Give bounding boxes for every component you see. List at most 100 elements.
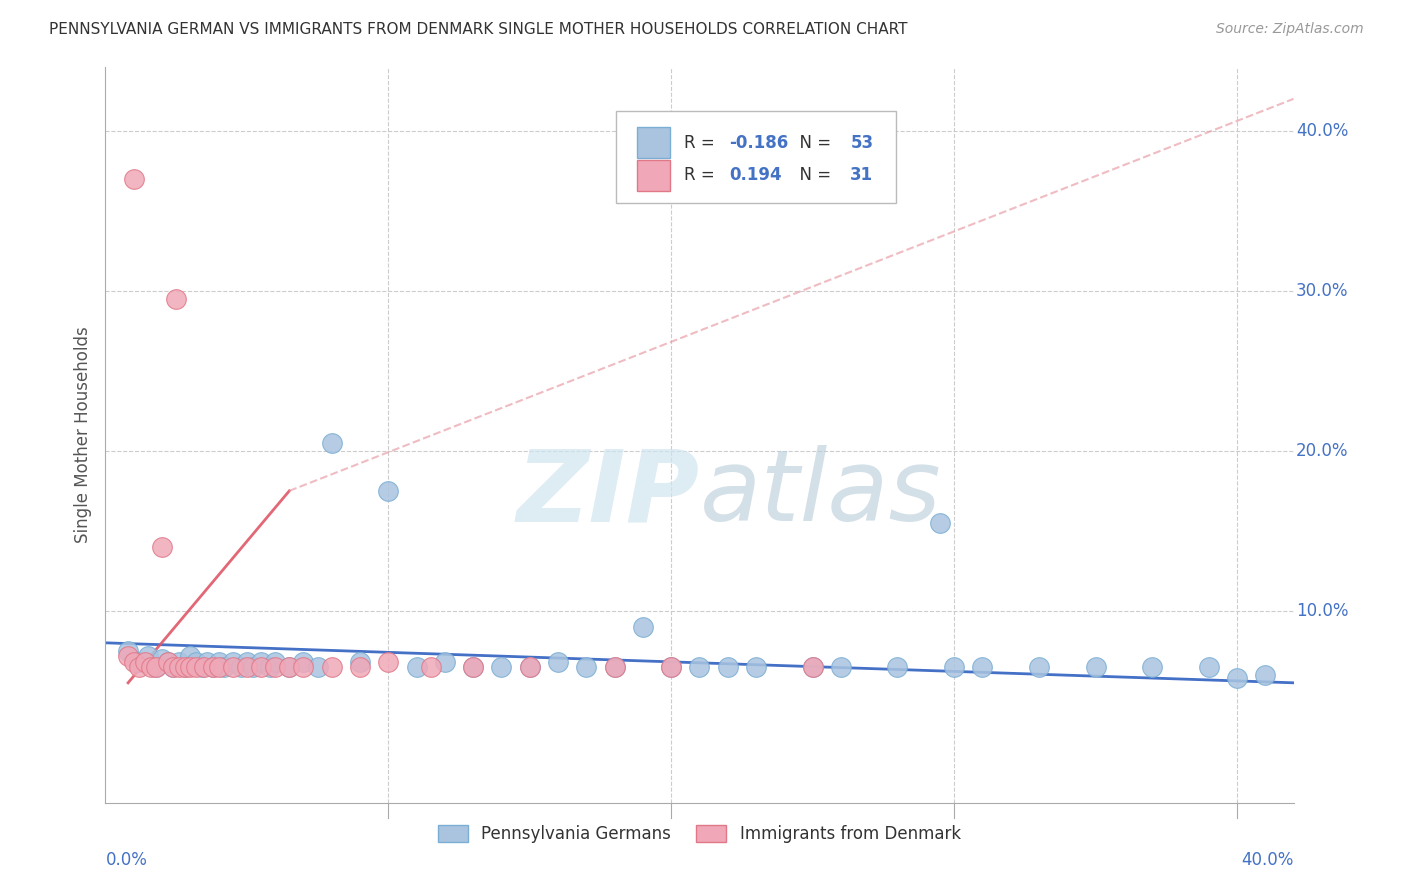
Point [801,660,824,674]
Point [150,540,173,554]
Text: Source: ZipAtlas.com: Source: ZipAtlas.com [1216,22,1364,37]
Point [136,648,159,663]
Point [1140,660,1163,674]
Point [491,660,513,674]
Text: -0.186: -0.186 [730,134,789,152]
Point [463,660,485,674]
Point [162,660,184,674]
Point [972,660,994,674]
Point [222,660,245,674]
Point [659,660,682,674]
Point [259,660,281,674]
Text: 0.0%: 0.0% [105,851,148,869]
Point [250,660,273,674]
Point [377,483,399,498]
Point [943,660,966,674]
Point [717,660,740,674]
Point [278,660,301,674]
Point [156,655,179,669]
Point [321,660,343,674]
Point [231,660,253,674]
Point [201,660,224,674]
Text: 30.0%: 30.0% [1296,282,1348,300]
Point [117,648,139,663]
Point [236,660,259,674]
Point [150,652,173,666]
Point [184,655,207,669]
Point [1084,660,1107,674]
Point [886,660,908,674]
Point [242,660,264,674]
Point [349,660,371,674]
Point [122,655,145,669]
Text: ZIP: ZIP [516,445,700,542]
Point [250,655,273,669]
Point [190,660,212,674]
Point [179,648,201,663]
Text: 0.194: 0.194 [730,166,782,184]
Point [236,655,259,669]
Point [321,435,343,450]
Point [463,660,485,674]
Point [128,655,150,669]
Point [134,655,156,669]
Text: N =: N = [789,166,837,184]
Point [349,655,371,669]
Point [801,660,824,674]
Point [139,660,162,674]
Point [179,660,201,674]
Bar [637,128,669,158]
Point [184,660,207,674]
Point [278,660,301,674]
Point [145,660,167,674]
Text: 31: 31 [851,166,873,184]
Point [214,660,236,674]
Text: 10.0%: 10.0% [1296,602,1348,620]
Point [519,660,541,674]
Point [193,660,215,674]
Point [603,660,626,674]
Text: atlas: atlas [700,445,941,542]
FancyBboxPatch shape [616,111,896,203]
Text: 20.0%: 20.0% [1296,442,1348,460]
Point [222,655,245,669]
Point [162,660,184,674]
Legend: Pennsylvania Germans, Immigrants from Denmark: Pennsylvania Germans, Immigrants from De… [432,818,967,850]
Point [377,655,399,669]
Text: 40.0%: 40.0% [1296,122,1348,140]
Point [145,660,167,674]
Point [122,172,145,186]
Point [433,655,456,669]
Text: 40.0%: 40.0% [1241,851,1294,869]
Text: R =: R = [685,166,720,184]
Point [167,660,190,674]
Point [173,660,195,674]
Point [167,655,190,669]
Point [207,660,229,674]
Point [173,660,195,674]
Point [603,660,626,674]
Point [1254,668,1277,682]
Point [1028,660,1050,674]
Point [201,660,224,674]
Point [156,655,179,669]
Text: N =: N = [789,134,837,152]
Point [547,655,569,669]
Point [929,516,952,530]
Text: PENNSYLVANIA GERMAN VS IMMIGRANTS FROM DENMARK SINGLE MOTHER HOUSEHOLDS CORRELAT: PENNSYLVANIA GERMAN VS IMMIGRANTS FROM D… [49,22,908,37]
Point [519,660,541,674]
Point [165,292,187,306]
Point [689,660,711,674]
Point [659,660,682,674]
Point [207,655,229,669]
Point [1198,660,1220,674]
Text: 53: 53 [851,134,873,152]
Point [405,660,427,674]
Point [195,655,218,669]
Point [419,660,441,674]
Point [307,660,329,674]
Point [575,660,598,674]
Point [117,644,139,658]
Point [264,660,287,674]
Point [264,655,287,669]
